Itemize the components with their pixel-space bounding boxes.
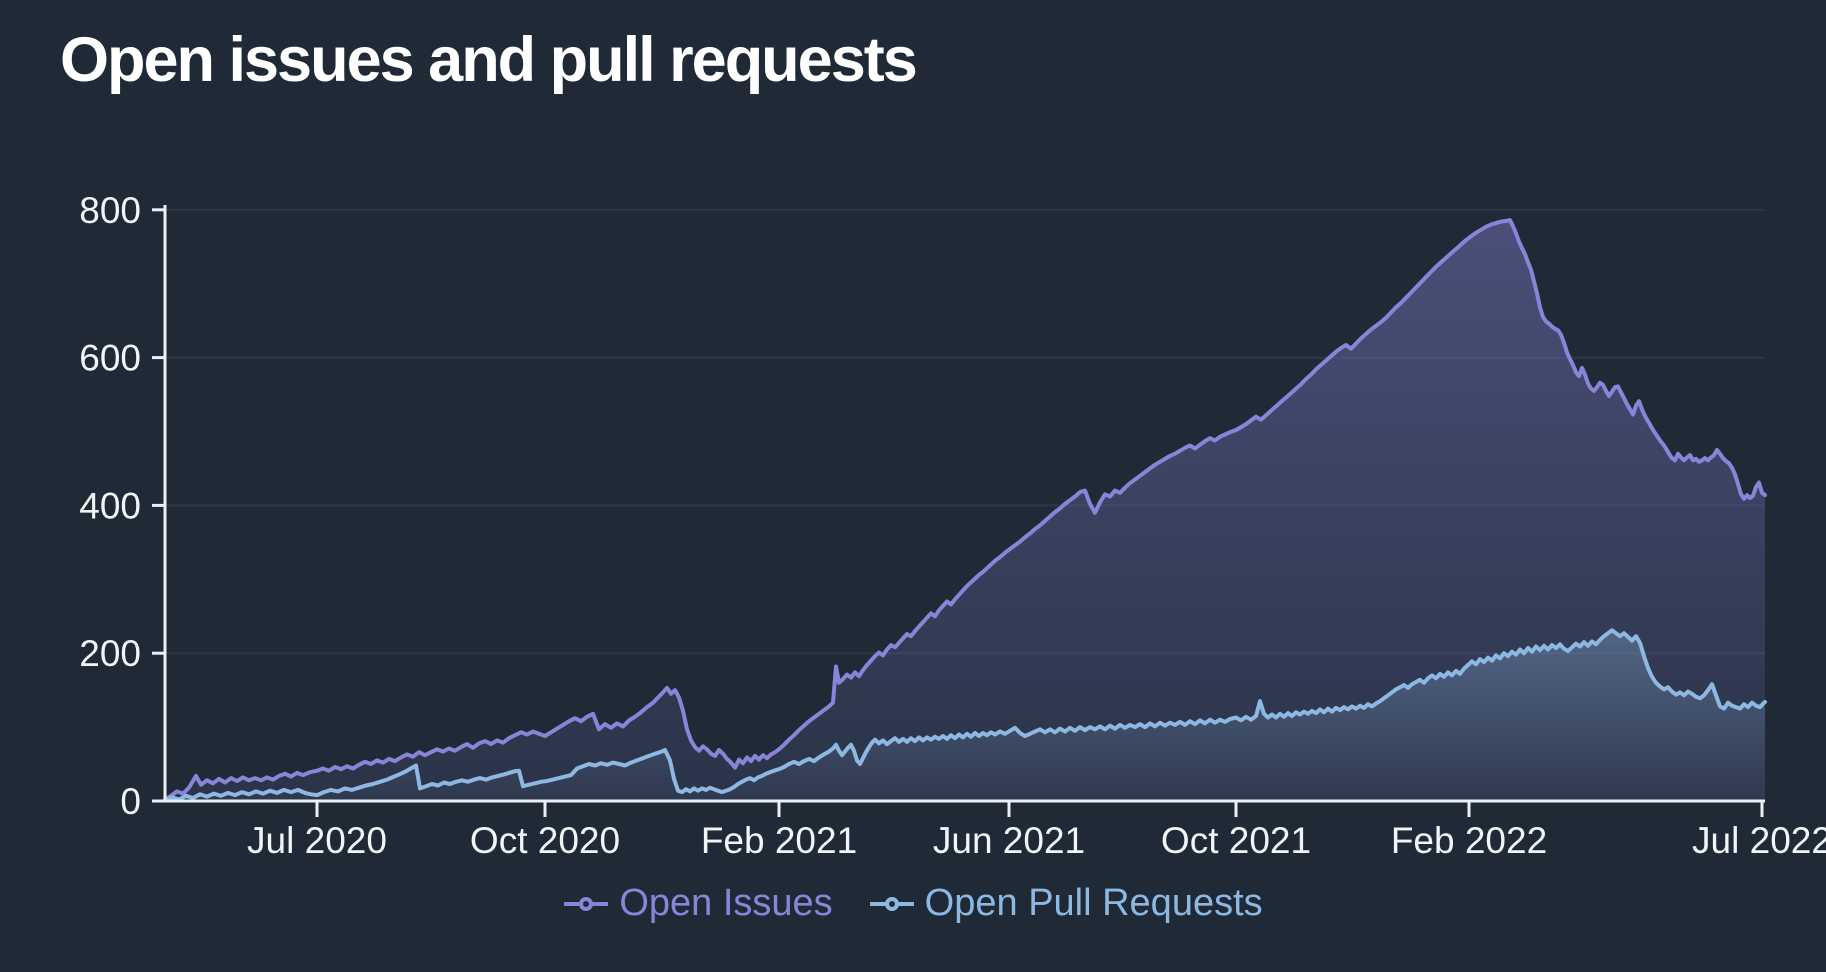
- x-tick-label: Jun 2021: [933, 820, 1085, 861]
- legend-item-open-pull-requests: Open Pull Requests: [869, 882, 1263, 925]
- legend-label: Open Issues: [619, 882, 833, 924]
- x-tick-label: Feb 2021: [701, 820, 857, 861]
- x-tick-label: Feb 2022: [1391, 820, 1547, 861]
- legend: Open Issues Open Pull Requests: [0, 882, 1826, 925]
- legend-line-marker-icon: [869, 896, 914, 911]
- y-tick-label: 0: [120, 781, 141, 822]
- open-issues-area: [165, 220, 1765, 802]
- y-tick-label: 800: [79, 190, 141, 231]
- page-title: Open issues and pull requests: [60, 25, 918, 95]
- open-pull-requests-area: [165, 630, 1765, 801]
- open-pull-requests-line: [163, 628, 1767, 803]
- y-tick-label: 600: [79, 338, 141, 379]
- legend-label: Open Pull Requests: [924, 882, 1263, 924]
- x-tick-label: Jul 2020: [247, 820, 387, 861]
- y-tick-label: 400: [79, 485, 141, 526]
- x-tick-label: Jul 2022: [1692, 820, 1826, 861]
- legend-item-open-issues: Open Issues: [563, 882, 833, 925]
- x-tick-label: Oct 2020: [470, 820, 620, 861]
- legend-line-marker-icon: [564, 896, 609, 911]
- y-tick-label: 200: [79, 633, 141, 674]
- x-tick-label: Oct 2021: [1161, 820, 1311, 861]
- open-issues-line: [163, 218, 1767, 802]
